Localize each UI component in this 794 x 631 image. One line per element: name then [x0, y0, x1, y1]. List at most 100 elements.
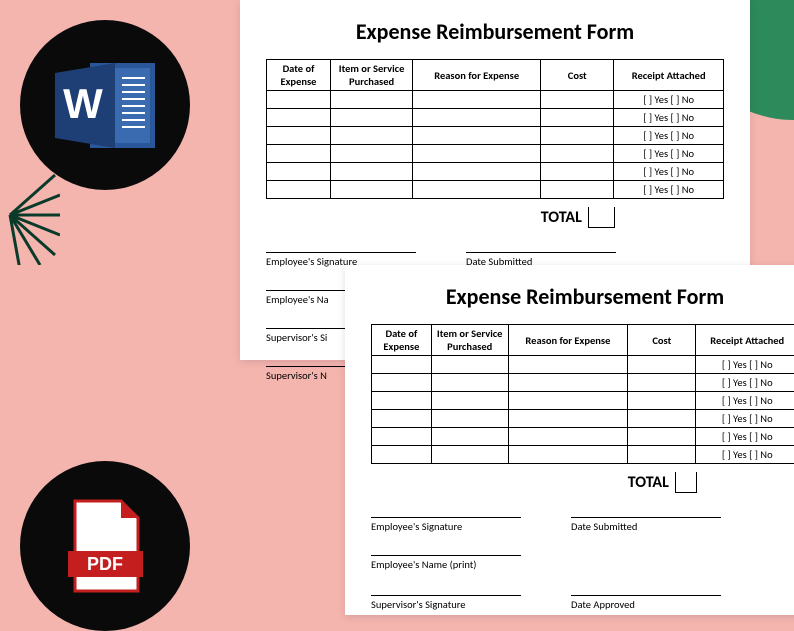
col-receipt: Receipt Attached [696, 325, 794, 356]
table-row: [ ] Yes [ ] No [267, 181, 724, 199]
empty-cell [267, 163, 331, 181]
sig-employee: Employee's Signature [371, 517, 521, 533]
empty-cell [541, 163, 614, 181]
table-row: [ ] Yes [ ] No [267, 91, 724, 109]
empty-cell [330, 91, 412, 109]
empty-cell [413, 109, 541, 127]
empty-cell [372, 446, 432, 464]
empty-cell [541, 91, 614, 109]
form-document-front: Expense Reimbursement Form Date of Expen… [345, 265, 794, 615]
empty-cell [508, 392, 628, 410]
empty-cell [372, 356, 432, 374]
empty-cell [508, 446, 628, 464]
word-icon-badge: W [20, 20, 190, 190]
receipt-cell: [ ] Yes [ ] No [614, 109, 724, 127]
col-item: Item or Service Purchased [431, 325, 508, 356]
empty-cell [628, 410, 696, 428]
empty-cell [431, 428, 508, 446]
col-date: Date of Expense [267, 60, 331, 91]
empty-cell [413, 181, 541, 199]
col-cost: Cost [541, 60, 614, 91]
empty-cell [508, 428, 628, 446]
table-row: [ ] Yes [ ] No [267, 127, 724, 145]
sig-date-submitted: Date Submitted [571, 517, 721, 533]
receipt-cell: [ ] Yes [ ] No [696, 410, 794, 428]
total-cell [675, 472, 696, 492]
empty-cell [541, 109, 614, 127]
empty-cell [330, 145, 412, 163]
table-row: [ ] Yes [ ] No [372, 374, 794, 392]
empty-cell [508, 410, 628, 428]
table-row: [ ] Yes [ ] No [267, 163, 724, 181]
receipt-cell: [ ] Yes [ ] No [696, 446, 794, 464]
empty-cell [508, 374, 628, 392]
total-label: TOTAL [628, 472, 676, 492]
expense-table: Date of Expense Item or Service Purchase… [371, 324, 794, 464]
empty-cell [431, 392, 508, 410]
empty-cell [330, 109, 412, 127]
empty-cell [508, 356, 628, 374]
table-row: [ ] Yes [ ] No [267, 109, 724, 127]
receipt-cell: [ ] Yes [ ] No [614, 127, 724, 145]
table-row: [ ] Yes [ ] No [372, 356, 794, 374]
empty-cell [541, 145, 614, 163]
empty-cell [413, 163, 541, 181]
table-row: [ ] Yes [ ] No [372, 446, 794, 464]
receipt-cell: [ ] Yes [ ] No [614, 163, 724, 181]
empty-cell [330, 127, 412, 145]
expense-table: Date of Expense Item or Service Purchase… [266, 59, 724, 199]
empty-cell [431, 374, 508, 392]
receipt-cell: [ ] Yes [ ] No [614, 91, 724, 109]
table-row: [ ] Yes [ ] No [372, 392, 794, 410]
col-date: Date of Expense [372, 325, 432, 356]
svg-text:W: W [63, 80, 103, 127]
form-title: Expense Reimbursement Form [371, 283, 794, 310]
empty-cell [431, 446, 508, 464]
empty-cell [541, 181, 614, 199]
receipt-cell: [ ] Yes [ ] No [614, 145, 724, 163]
empty-cell [431, 356, 508, 374]
empty-cell [267, 91, 331, 109]
empty-cell [372, 374, 432, 392]
table-row: [ ] Yes [ ] No [267, 145, 724, 163]
receipt-cell: [ ] Yes [ ] No [696, 356, 794, 374]
empty-cell [267, 145, 331, 163]
sig-supervisor: Supervisor's Signature [371, 595, 521, 611]
col-reason: Reason for Expense [508, 325, 628, 356]
empty-cell [413, 145, 541, 163]
pdf-icon: PDF [63, 496, 148, 596]
receipt-cell: [ ] Yes [ ] No [696, 428, 794, 446]
empty-cell [372, 410, 432, 428]
empty-cell [267, 181, 331, 199]
col-receipt: Receipt Attached [614, 60, 724, 91]
col-cost: Cost [628, 325, 696, 356]
empty-cell [330, 163, 412, 181]
table-row: [ ] Yes [ ] No [372, 410, 794, 428]
receipt-cell: [ ] Yes [ ] No [696, 374, 794, 392]
table-row: [ ] Yes [ ] No [372, 428, 794, 446]
empty-cell [541, 127, 614, 145]
empty-cell [413, 91, 541, 109]
sig-emp-name: Employee's Name (print) [371, 555, 521, 571]
empty-cell [330, 181, 412, 199]
empty-cell [628, 392, 696, 410]
receipt-cell: [ ] Yes [ ] No [696, 392, 794, 410]
col-reason: Reason for Expense [413, 60, 541, 91]
sig-date-approved: Date Approved [571, 595, 721, 611]
empty-cell [628, 428, 696, 446]
receipt-cell: [ ] Yes [ ] No [614, 181, 724, 199]
col-item: Item or Service Purchased [330, 60, 412, 91]
empty-cell [267, 127, 331, 145]
empty-cell [267, 109, 331, 127]
decor-palm-leaf [0, 165, 60, 265]
pdf-icon-badge: PDF [20, 461, 190, 631]
empty-cell [431, 410, 508, 428]
total-label: TOTAL [541, 207, 589, 227]
empty-cell [372, 428, 432, 446]
total-cell [588, 207, 614, 227]
form-title: Expense Reimbursement Form [266, 18, 724, 45]
empty-cell [628, 356, 696, 374]
empty-cell [372, 392, 432, 410]
empty-cell [628, 446, 696, 464]
svg-text:PDF: PDF [87, 554, 123, 574]
